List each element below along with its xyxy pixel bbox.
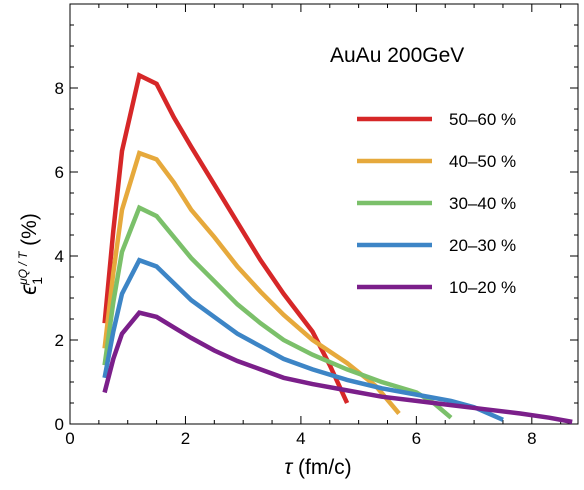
legend-label-3: 30–40 % [449, 194, 516, 213]
y-axis-superscript: μQ / T [16, 250, 30, 286]
y-axis-symbol: ϵ [15, 284, 41, 295]
legend-label-4: 20–30 % [449, 236, 516, 255]
series-line-1 [102, 72, 350, 404]
series-line-2 [102, 150, 401, 415]
series-line-5 [102, 310, 573, 425]
x-tick-label: 2 [181, 429, 190, 448]
y-tick-label: 0 [55, 415, 64, 434]
y-axis-unit: (%) [18, 213, 41, 252]
x-tick-label: 8 [527, 429, 536, 448]
y-tick-label: 8 [55, 79, 64, 98]
y-axis-ticks: 0 2 4 6 8 [55, 24, 578, 434]
x-axis-unit: (fm/c) [292, 456, 351, 479]
x-tick-label: 0 [65, 429, 74, 448]
series-line-3 [102, 204, 453, 420]
y-tick-label: 4 [55, 247, 64, 266]
legend: 50–60 % 40–50 % 30–40 % 20–30 % 10–20 % [357, 110, 516, 297]
y-axis-label: ϵ1μQ / T (%) [15, 213, 45, 295]
legend-label-5: 10–20 % [449, 278, 516, 297]
x-axis-label: τ (fm/c) [284, 456, 351, 479]
x-tick-label: 4 [296, 429, 305, 448]
y-axis-subscript: 1 [29, 277, 45, 285]
y-tick-label: 2 [55, 331, 64, 350]
series-lines [102, 72, 573, 425]
legend-label-1: 50–60 % [449, 110, 516, 129]
chart-annotation: AuAu 200GeV [330, 44, 464, 67]
legend-label-2: 40–50 % [449, 152, 516, 171]
x-axis-ticks: 0 2 4 6 8 [65, 4, 562, 448]
x-axis-symbol: τ [284, 456, 293, 479]
series-line-4 [102, 257, 504, 422]
y-tick-label: 6 [55, 163, 64, 182]
x-tick-label: 6 [412, 429, 421, 448]
